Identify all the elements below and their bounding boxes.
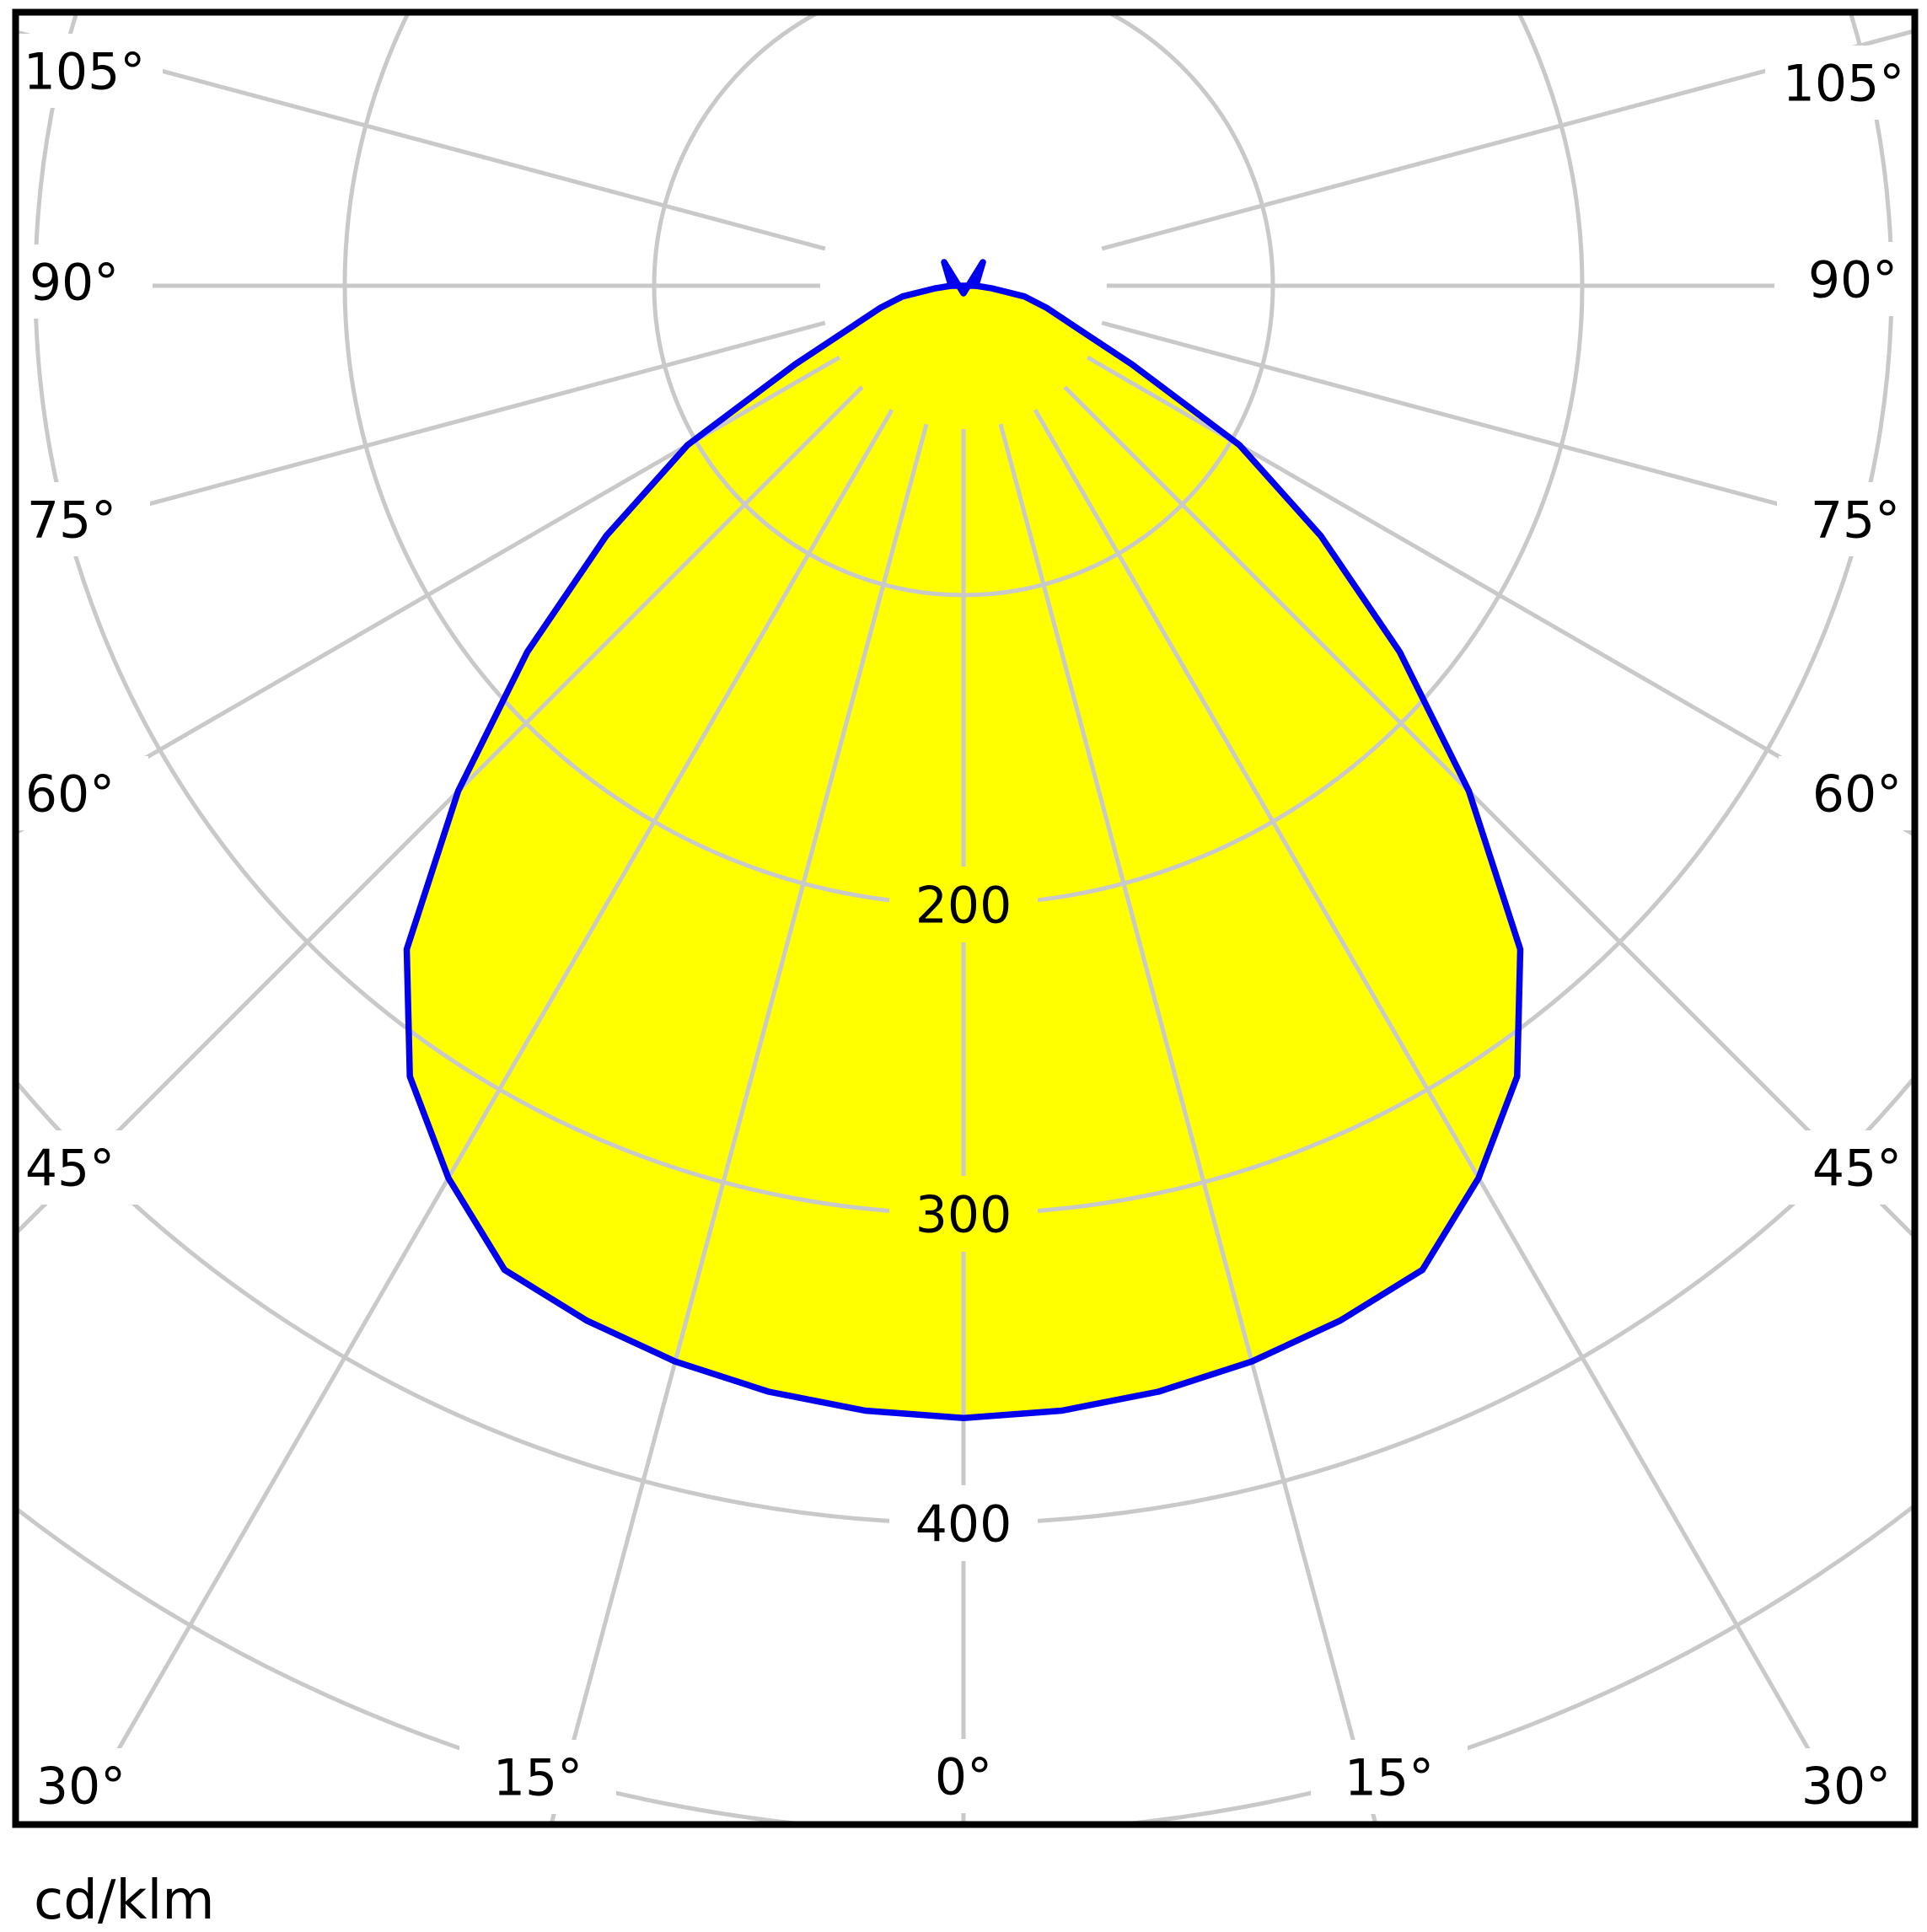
angle-label-left-90: 90° <box>30 254 119 313</box>
angle-gridline--60deg <box>15 355 841 836</box>
angle-label-left-60: 60° <box>25 765 115 824</box>
angle-gridline-75deg <box>1101 320 1915 543</box>
angle-gridline--105deg <box>15 30 826 251</box>
angle-label-right-30: 30° <box>1801 1758 1891 1817</box>
angle-label-right-75: 75° <box>1811 491 1900 550</box>
radial-value-label-400: 400 <box>915 1495 1012 1554</box>
angle-label-left-30: 30° <box>36 1758 126 1817</box>
angle-label-bottom-right-15: 15° <box>1345 1749 1434 1808</box>
angle-label-left-75: 75° <box>27 491 116 550</box>
angle-gridline--75deg <box>15 320 826 542</box>
axis-labels: 105° 90° 75° 60° 45° 30° 15° 0° 15° 30° 45° 60° 75° 9… <box>24 43 1905 1817</box>
angle-gridline-45deg <box>1063 385 1915 1241</box>
radial-value-label-300: 300 <box>915 1186 1012 1245</box>
angle-label-left-45: 45° <box>25 1140 115 1199</box>
angle-gridline--15deg <box>549 423 929 1825</box>
angle-label-left-105: 105° <box>24 43 146 102</box>
plot-border <box>12 8 1919 1828</box>
angle-gridline-30deg <box>1033 408 1855 1825</box>
angle-gridline-15deg <box>998 423 1378 1825</box>
angle-label-bottom-0: 0° <box>935 1748 992 1807</box>
radial-value-label-200: 200 <box>915 877 1012 936</box>
unit-label: cd/klm <box>34 1870 215 1932</box>
angle-gridline-60deg <box>1086 355 1915 838</box>
angle-label-right-90: 90° <box>1808 251 1897 310</box>
angle-label-right-105: 105° <box>1783 55 1905 114</box>
angle-gridline-105deg <box>1101 29 1915 251</box>
horizon-spike-artifact <box>941 259 986 297</box>
angle-label-bottom-left-15: 15° <box>493 1749 582 1808</box>
angle-label-right-45: 45° <box>1812 1140 1902 1199</box>
angle-gridline--30deg <box>72 408 894 1825</box>
angle-label-right-60: 60° <box>1812 765 1902 824</box>
intensity-distribution-curve <box>403 282 1524 1421</box>
